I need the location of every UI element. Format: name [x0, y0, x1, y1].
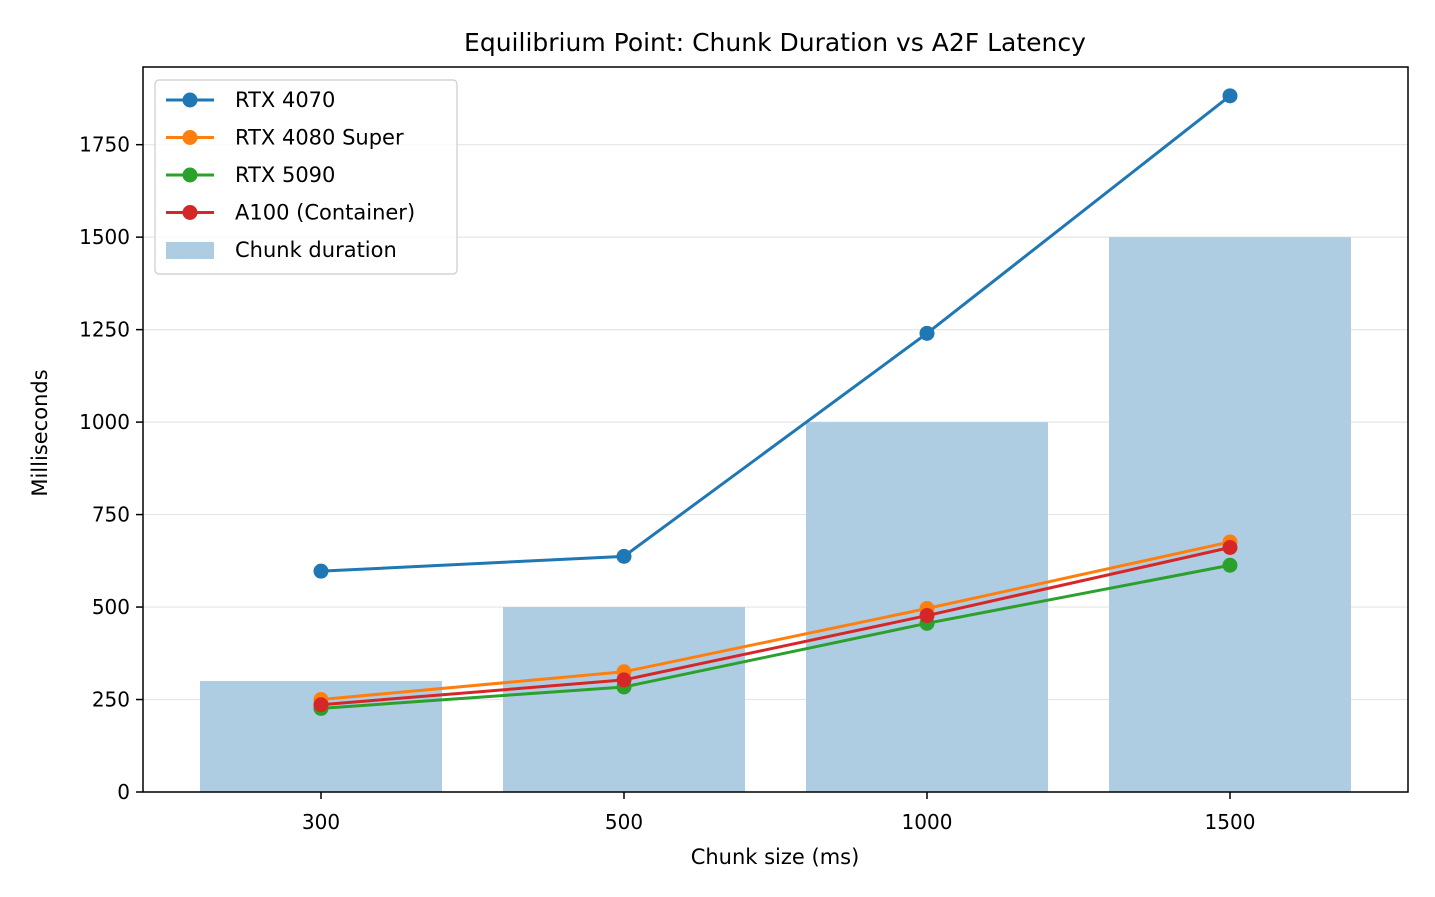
legend-label: RTX 4080 Super [235, 126, 404, 150]
series-point [1222, 88, 1238, 104]
legend-marker [182, 205, 198, 220]
series-point [919, 608, 935, 624]
y-axis-label: Milliseconds [28, 369, 52, 496]
plot-frame [142, 66, 1409, 793]
series-point [313, 697, 329, 713]
series-point [313, 563, 329, 579]
series-point [919, 325, 935, 341]
y-tick-label: 1500 [79, 225, 130, 249]
legend-marker [182, 130, 198, 145]
y-tick-label: 1750 [79, 133, 130, 157]
y-tick-label: 1000 [79, 410, 130, 434]
legend-frame [154, 79, 458, 275]
y-tick-label: 1250 [79, 318, 130, 342]
chunk-duration-bar [503, 607, 745, 792]
x-tick-label: 1000 [902, 810, 953, 834]
legend-marker [182, 167, 198, 183]
legend-marker [182, 92, 198, 108]
y-tick-label: 500 [92, 595, 130, 619]
legend-label: A100 (Container) [235, 201, 415, 225]
x-tick-label: 1500 [1205, 810, 1256, 834]
legend: RTX 4070 RTX 4080 Super RTX 5090 A100 (Cont… [154, 79, 458, 275]
series-lines [313, 88, 1238, 716]
legend-label: RTX 4070 [235, 88, 335, 112]
series-line [320, 540, 1231, 702]
x-tick-label: 500 [605, 810, 643, 834]
y-tick-label: 750 [92, 503, 130, 527]
bars [200, 237, 1351, 792]
series-point [1222, 539, 1238, 555]
series-point [616, 672, 632, 688]
series-point [1222, 557, 1238, 573]
legend-label: Chunk duration [235, 238, 397, 262]
chart-title: Equilibrium Point: Chunk Duration vs A2F… [464, 28, 1086, 57]
series-point [616, 548, 632, 564]
axes: 0 250 500 750 1000 1250 1500 1750 300 500 1000 1500 [79, 66, 1409, 834]
series-line [320, 546, 1231, 707]
legend-bar-swatch [166, 242, 214, 259]
y-tick-label: 0 [117, 780, 130, 804]
series-line [320, 94, 1231, 573]
x-axis-label: Chunk size (ms) [691, 845, 860, 869]
x-tick-label: 300 [302, 810, 340, 834]
series-line [320, 563, 1231, 710]
chunk-duration-bar [1109, 237, 1351, 792]
legend-label: RTX 5090 [235, 163, 335, 187]
y-tick-label: 250 [92, 688, 130, 712]
